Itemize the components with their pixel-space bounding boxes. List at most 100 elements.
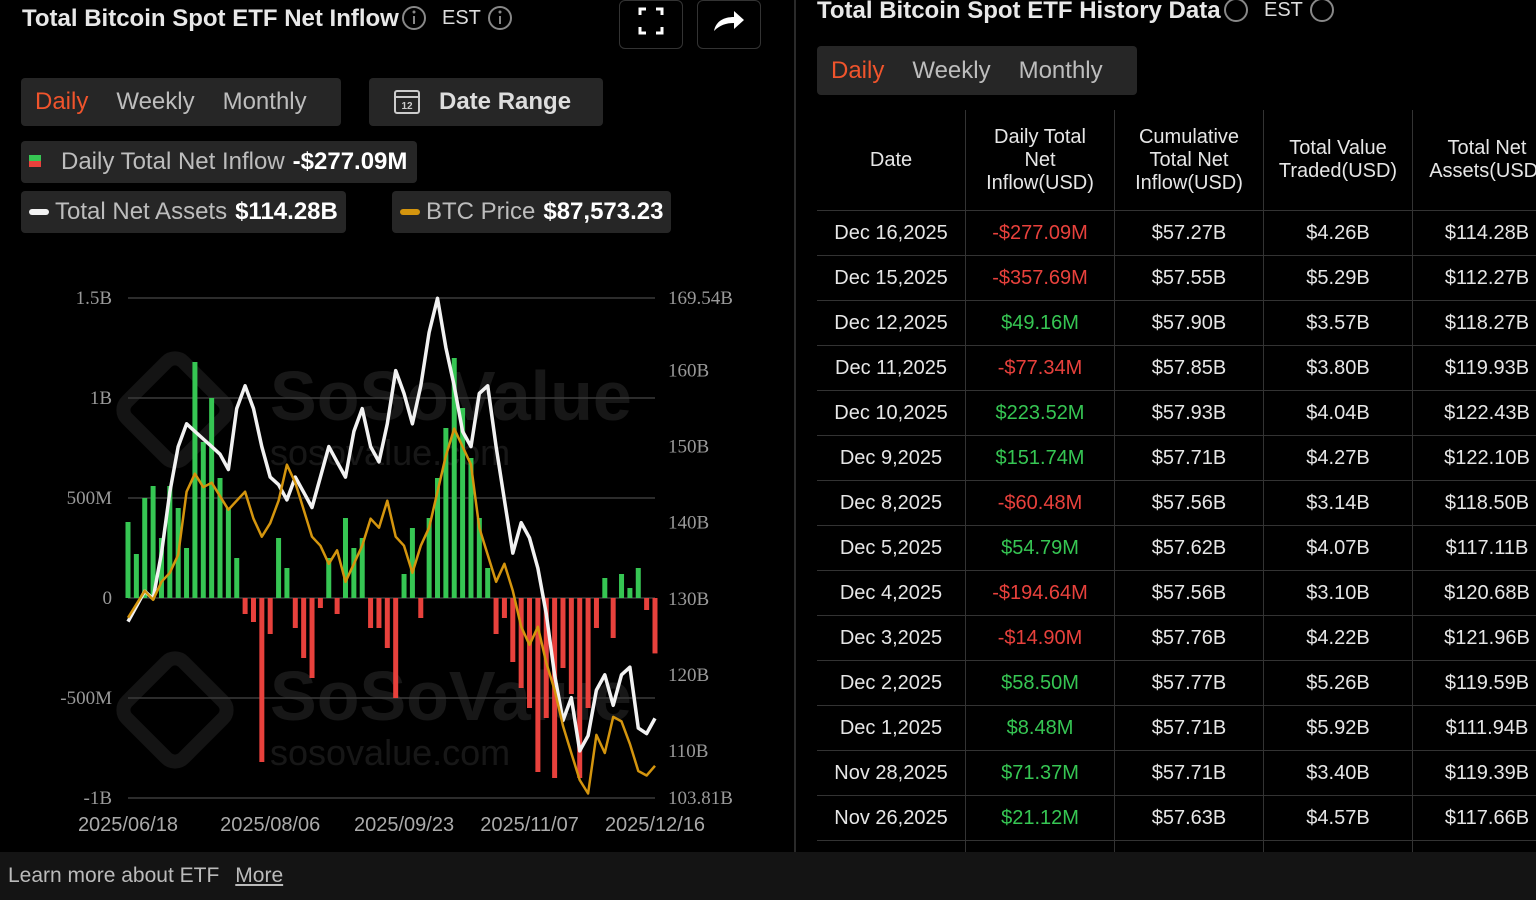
table-cell: Dec 1,2025 — [817, 706, 966, 750]
table-cell: $118.27B — [1413, 301, 1536, 345]
y-tick-label: 1.5B — [76, 288, 112, 309]
bar — [644, 598, 650, 610]
bar — [602, 578, 608, 598]
table-cell: $3.14B — [1264, 481, 1413, 525]
legend-item[interactable]: Daily Total Net Inflow -$277.09M — [21, 141, 418, 183]
legend-value: -$277.09M — [292, 148, 408, 175]
table-cell: $112.27B — [1413, 256, 1536, 300]
table-cell: $54.79M — [966, 526, 1115, 570]
table-cell: $128.64M — [966, 841, 1115, 852]
bar — [359, 538, 365, 598]
header-cell: Date — [817, 110, 966, 210]
table-cell: -$14.90M — [966, 616, 1115, 660]
bar — [585, 598, 591, 708]
y-tick-label: 1B — [90, 388, 112, 409]
bar — [125, 522, 131, 598]
bar — [418, 598, 424, 618]
bar — [242, 598, 248, 614]
bar — [652, 598, 658, 654]
table-cell: $3.40B — [1264, 751, 1413, 795]
table-cell: Dec 10,2025 — [817, 391, 966, 435]
legend-label: Total Net Assets — [55, 198, 228, 225]
bar — [192, 362, 198, 598]
table-cell: Dec 5,2025 — [817, 526, 966, 570]
x-tick-label: 2025/09/23 — [354, 814, 454, 836]
bar — [267, 598, 273, 634]
y2-tick-label: 103.81B — [668, 788, 733, 809]
table-cell: Dec 4,2025 — [817, 571, 966, 615]
x-tick-label: 2025/11/07 — [480, 814, 579, 836]
bar — [518, 598, 524, 688]
tab[interactable]: Weekly — [912, 56, 991, 84]
panel-title: Total Bitcoin Spot ETF History Data — [817, 0, 1221, 24]
table-cell: $114.07B — [1413, 841, 1536, 853]
bar — [334, 598, 340, 614]
table-row: Nov 26,2025 $21.12M $57.63B $4.57B $117.66B — [817, 796, 1536, 841]
footer: Learn more about ETF More — [0, 852, 1536, 900]
table-cell: -$357.69M — [966, 256, 1115, 300]
date-range-button[interactable]: 12 Date Range — [369, 78, 603, 126]
fullscreen-button[interactable] — [619, 0, 683, 49]
bar — [209, 398, 215, 598]
y2-tick-label: 110B — [668, 741, 708, 762]
bar — [276, 538, 282, 598]
tab-group: Daily Weekly Monthly — [21, 78, 341, 126]
timezone[interactable]: EST — [442, 7, 481, 29]
table-row: Dec 1,2025 $8.48M $57.71B $5.92B $111.94B — [817, 706, 1536, 751]
table-cell: $3.57B — [1264, 301, 1413, 345]
table-cell: $57.56B — [1115, 571, 1264, 615]
bar — [317, 598, 323, 608]
bar — [460, 408, 466, 598]
svg-text:12: 12 — [401, 101, 413, 112]
bar — [351, 548, 357, 598]
table-cell: $57.61B — [1115, 841, 1264, 852]
bar — [443, 428, 449, 598]
tab[interactable]: Weekly — [116, 88, 195, 115]
line — [126, 296, 657, 753]
table-cell: $118.50B — [1413, 481, 1536, 525]
table-cell: $57.85B — [1115, 346, 1264, 390]
bar — [409, 528, 415, 598]
table-cell: $3.80B — [1264, 346, 1413, 390]
table-cell: $5.26B — [1264, 661, 1413, 705]
table-cell: $111.94B — [1413, 706, 1536, 750]
table-cell: Nov 25,2025 — [817, 841, 966, 852]
bar — [133, 554, 139, 598]
bar — [635, 568, 641, 598]
table-cell: $122.10B — [1413, 436, 1536, 480]
y2-tick-label: 120B — [668, 665, 709, 686]
bar — [627, 588, 633, 598]
bar — [142, 498, 148, 598]
bar — [568, 598, 574, 694]
table-cell: $4.04B — [1264, 391, 1413, 435]
bar — [510, 598, 516, 662]
table-cell: $21.12M — [966, 796, 1115, 840]
table-row: Dec 11,2025 -$77.34M $57.85B $3.80B $119.93B — [817, 346, 1536, 391]
share-button[interactable] — [697, 0, 761, 49]
bar — [158, 538, 164, 598]
x-tick-label: 2025/12/16 — [605, 814, 705, 836]
table-cell: $4.07B — [1264, 526, 1413, 570]
header-cell: Daily Total Net Inflow(USD) — [966, 110, 1115, 210]
bar — [259, 598, 265, 762]
table-cell: $4.26B — [1264, 211, 1413, 255]
bar — [577, 598, 583, 778]
tab[interactable]: Monthly — [1018, 56, 1103, 84]
legend-item[interactable]: BTC Price $87,573.23 — [392, 191, 672, 233]
tab[interactable]: Daily — [35, 88, 89, 115]
table-row: Dec 12,2025 $49.16M $57.90B $3.57B $118.27B — [817, 301, 1536, 346]
tab[interactable]: Daily — [831, 56, 885, 84]
legend-item[interactable]: Total Net Assets $114.28B — [21, 191, 346, 233]
table-cell: $4.27B — [1264, 436, 1413, 480]
bar — [301, 598, 307, 658]
table-cell: Dec 2,2025 — [817, 661, 966, 705]
table-row: Dec 15,2025 -$357.69M $57.55B $5.29B $112.27… — [817, 256, 1536, 301]
bar — [250, 598, 256, 622]
tab[interactable]: Monthly — [222, 88, 307, 115]
footer-link[interactable]: More — [235, 864, 284, 887]
table-cell: $57.55B — [1115, 256, 1264, 300]
legend-label: BTC Price — [426, 198, 536, 225]
timezone[interactable]: EST — [1264, 0, 1303, 21]
table-row: Dec 3,2025 -$14.90M $57.76B $4.22B $121.96B — [817, 616, 1536, 661]
table-cell: $114.28B — [1413, 211, 1536, 255]
